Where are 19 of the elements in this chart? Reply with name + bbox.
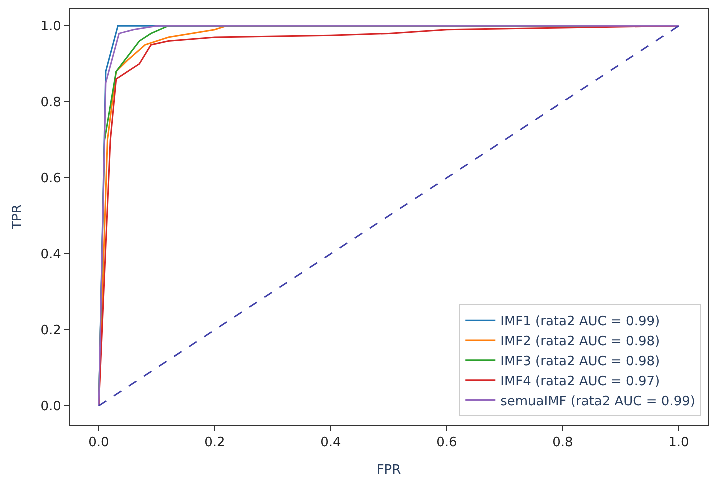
y-tick-label: 1.0 bbox=[40, 20, 62, 35]
legend-label: semuaIMF (rata2 AUC = 0.99) bbox=[500, 394, 696, 410]
legend-label: IMF1 (rata2 AUC = 0.99) bbox=[500, 314, 660, 330]
legend-label: IMF4 (rata2 AUC = 0.97) bbox=[500, 374, 660, 390]
x-tick-label: 0.2 bbox=[204, 436, 226, 451]
x-tick-label: 0.4 bbox=[320, 436, 342, 451]
x-tick-label: 0.8 bbox=[552, 436, 574, 451]
y-axis-title: TPR bbox=[10, 204, 26, 230]
legend-label: IMF3 (rata2 AUC = 0.98) bbox=[500, 354, 660, 370]
y-tick-label: 0.0 bbox=[40, 400, 62, 415]
y-tick-label: 0.2 bbox=[40, 324, 62, 339]
x-axis-title: FPR bbox=[376, 463, 402, 478]
legend-label: IMF2 (rata2 AUC = 0.98) bbox=[500, 334, 660, 350]
y-tick-label: 0.8 bbox=[40, 96, 62, 111]
x-tick-label: 0.6 bbox=[436, 436, 458, 451]
y-tick-label: 0.4 bbox=[40, 248, 62, 263]
x-tick-label: 1.0 bbox=[668, 436, 690, 451]
y-tick-label: 0.6 bbox=[40, 172, 62, 187]
x-tick-label: 0.0 bbox=[88, 436, 110, 451]
